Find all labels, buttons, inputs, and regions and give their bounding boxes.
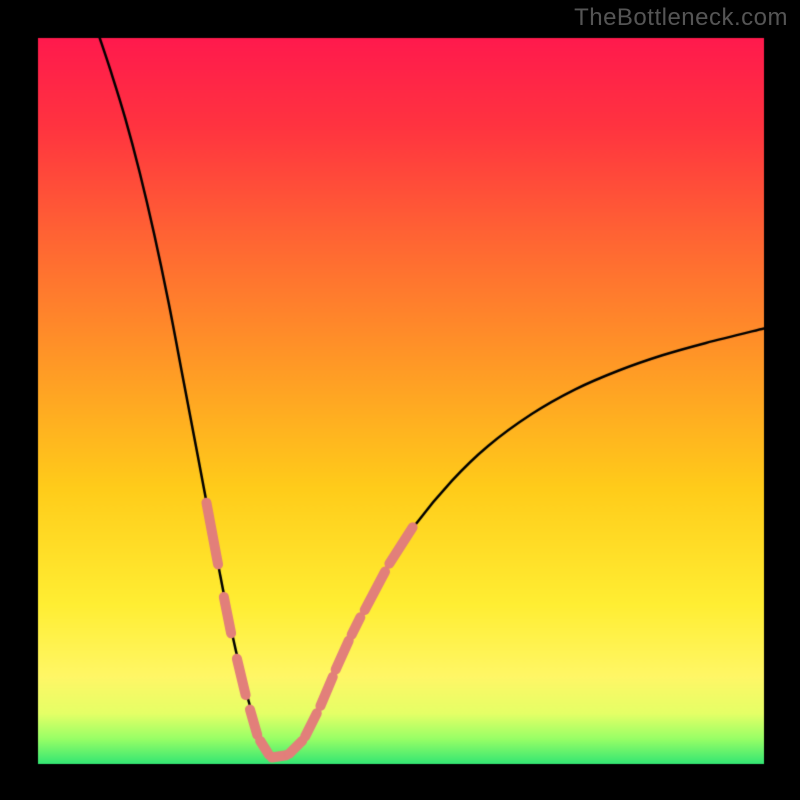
watermark-label: TheBottleneck.com [574,4,788,32]
chart-stage: TheBottleneck.com [0,0,800,800]
bottleneck-chart-canvas [0,0,800,800]
